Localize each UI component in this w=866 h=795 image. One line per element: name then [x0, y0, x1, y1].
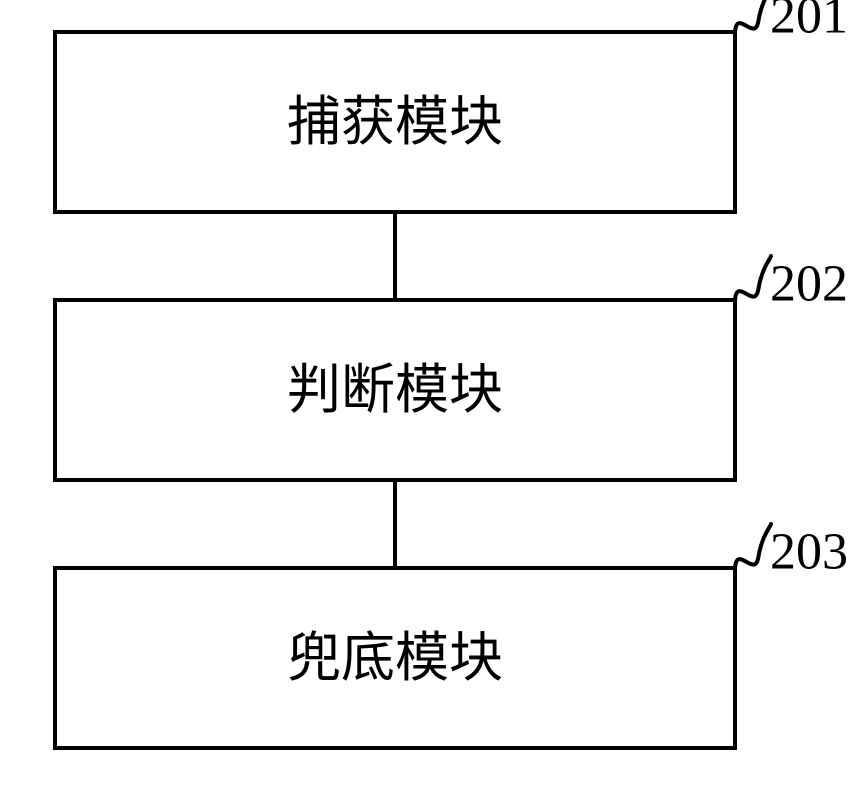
block-n1: 捕获模块 201 — [55, 0, 848, 212]
leader-squiggle — [735, 524, 771, 568]
diagram-svg: 捕获模块 201 判断模块 202 兜底模块 203 — [0, 0, 866, 795]
block-ref-number: 202 — [770, 256, 848, 313]
block-label: 兜底模块 — [287, 628, 503, 688]
leader-squiggle — [735, 256, 771, 300]
block-ref-number: 203 — [770, 524, 848, 581]
block-n3: 兜底模块 203 — [55, 524, 848, 749]
block-ref-number: 201 — [770, 0, 848, 45]
block-label: 判断模块 — [287, 360, 503, 420]
diagram-root: 捕获模块 201 判断模块 202 兜底模块 203 — [55, 0, 848, 748]
block-label: 捕获模块 — [287, 92, 503, 152]
leader-squiggle — [735, 0, 771, 32]
block-n2: 判断模块 202 — [55, 256, 848, 481]
